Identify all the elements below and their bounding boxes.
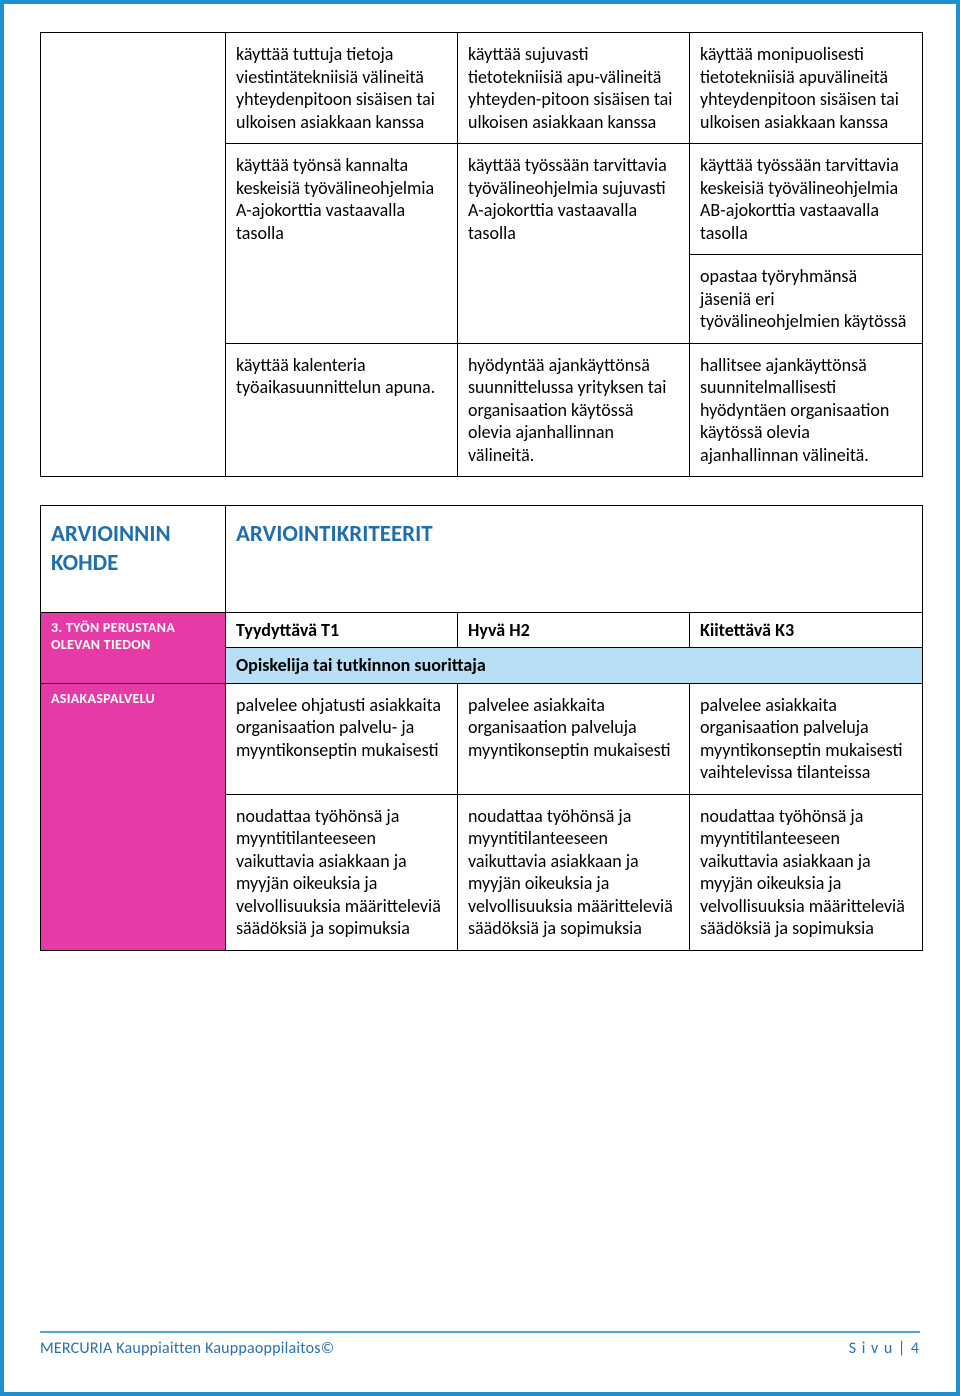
criteria-cell: käyttää työssään tarvittavia keskeisiä t… xyxy=(690,144,923,255)
criteria-cell: noudattaa työhönsä ja myyntitilanteeseen… xyxy=(226,794,458,950)
stripe-label: Opiskelija tai tutkinnon suorittaja xyxy=(226,648,923,684)
criteria-cell: noudattaa työhönsä ja myyntitilanteeseen… xyxy=(458,794,690,950)
criteria-cell: hyödyntää ajankäyttönsä suunnittelussa y… xyxy=(458,343,690,477)
asiakaspalvelu-text: ASIAKASPALVELU xyxy=(51,690,155,707)
criteria-cell: käyttää kalenteria työaikasuunnittelun a… xyxy=(226,343,458,477)
footer-divider xyxy=(40,1331,920,1333)
criteria-cell: opastaa työryhmänsä jäseniä eri työvälin… xyxy=(690,255,923,344)
section-header-row: ARVIOINNIN KOHDE ARVIOINTIKRITEERIT xyxy=(41,506,923,613)
criteria-cell: hallitsee ajankäyttönsä suunnitelmallise… xyxy=(690,343,923,477)
criteria-cell: käyttää tuttuja tietoja viestintätekniis… xyxy=(226,33,458,144)
criteria-cell: käyttää työssään tarvittavia työvälineoh… xyxy=(458,144,690,344)
criteria-cell: käyttää työnsä kannalta keskeisiä työväl… xyxy=(226,144,458,344)
criteria-cell: palvelee ohjatusti asiakkaita organisaat… xyxy=(226,683,458,794)
footer-left-text: MERCURIA Kauppiaitten Kauppaoppilaitos© xyxy=(40,1339,334,1358)
criteria-cell: käyttää monipuolisesti tietotekniisiä ap… xyxy=(690,33,923,144)
criteria-cell: käyttää sujuvasti tietotekniisiä apu-väl… xyxy=(458,33,690,144)
criteria-cell: palvelee asiakkaita organisaation palvel… xyxy=(458,683,690,794)
rating-t1-label: Tyydyttävä T1 xyxy=(226,612,458,648)
section-header-right: ARVIOINTIKRITEERIT xyxy=(226,506,923,613)
section-header-left: ARVIOINNIN KOHDE xyxy=(41,506,226,613)
ratings-header-row: 3. TYÖN PERUSTANA OLEVAN TIEDON Tyydyttä… xyxy=(41,612,923,648)
page-footer: MERCURIA Kauppiaitten Kauppaoppilaitos© … xyxy=(40,1331,920,1358)
rating-k3-label: Kiitettävä K3 xyxy=(690,612,923,648)
criteria-cell: palvelee asiakkaita organisaation palvel… xyxy=(690,683,923,794)
table-row: käyttää tuttuja tietoja viestintätekniis… xyxy=(41,33,923,144)
criteria-table-2: ARVIOINNIN KOHDE ARVIOINTIKRITEERIT 3. T… xyxy=(40,505,920,951)
spacer xyxy=(40,477,920,505)
domain-label-cell: 3. TYÖN PERUSTANA OLEVAN TIEDON xyxy=(41,612,226,683)
criteria-table-1: käyttää tuttuja tietoja viestintätekniis… xyxy=(40,32,920,477)
domain-label-line2: OLEVAN TIEDON xyxy=(51,636,151,653)
domain-label-line1: 3. TYÖN PERUSTANA xyxy=(51,619,175,636)
rating-h2-label: Hyvä H2 xyxy=(458,612,690,648)
criteria-cell: noudattaa työhönsä ja myyntitilanteeseen… xyxy=(690,794,923,950)
empty-cell xyxy=(41,33,226,477)
footer-page-number: S i v u | 4 xyxy=(849,1339,920,1358)
document-page: käyttää tuttuja tietoja viestintätekniis… xyxy=(0,0,960,1396)
asiakaspalvelu-label: ASIAKASPALVELU xyxy=(41,683,226,950)
table-row: ASIAKASPALVELU palvelee ohjatusti asiakk… xyxy=(41,683,923,794)
